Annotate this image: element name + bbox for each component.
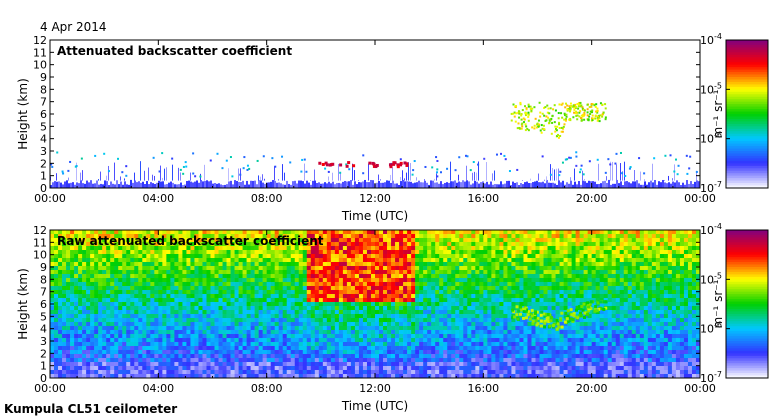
colorbar: 10-7 10-6 10-5 10-4 m⁻¹ sr⁻¹ — [700, 222, 769, 385]
x-tick-label: 16:00 — [467, 192, 499, 205]
colorbar-frame — [725, 229, 769, 379]
x-axis-label: Time (UTC) — [341, 399, 408, 413]
x-tick-label: 00:00 — [34, 192, 66, 205]
y-tick-label: 2 — [40, 347, 47, 360]
y-tick-label: 10 — [33, 249, 47, 262]
y-tick-label: 6 — [40, 298, 47, 311]
colorbar: 10-7 10-6 10-5 10-4 m⁻¹ sr⁻¹ — [700, 32, 769, 195]
y-tick-label: 1 — [40, 170, 47, 183]
x-tick-label: 20:00 — [576, 382, 608, 395]
x-tick-label: 00:00 — [684, 382, 716, 395]
x-tick-label: 00:00 — [684, 192, 716, 205]
colorbar-tick-label: 10-5 — [700, 81, 722, 96]
heatmap-cells — [50, 230, 701, 379]
colorbar-tick-label: 10-7 — [700, 370, 722, 385]
colorbar-unit-label: m⁻¹ sr⁻¹ — [711, 279, 725, 328]
y-tick-label: 9 — [40, 261, 47, 274]
x-axis-label: Time (UTC) — [341, 209, 408, 223]
y-tick-label: 7 — [40, 286, 47, 299]
instrument-label: Kumpula CL51 ceilometer — [4, 402, 178, 416]
x-tick-label: 04:00 — [142, 192, 174, 205]
colorbar-tick-label: 10-7 — [700, 180, 722, 195]
date-label: 4 Apr 2014 — [40, 20, 107, 34]
panel-title: Attenuated backscatter coefficient — [57, 44, 292, 58]
y-tick-label: 10 — [33, 59, 47, 72]
y-tick-label: 7 — [40, 96, 47, 109]
y-tick-label: 5 — [40, 120, 47, 133]
x-tick-label: 12:00 — [359, 382, 391, 395]
y-tick-label: 4 — [40, 323, 47, 336]
x-tick-label: 00:00 — [34, 382, 66, 395]
colorbar-tick-label: 10-4 — [700, 32, 722, 47]
y-tick-label: 8 — [40, 273, 47, 286]
x-tick-label: 08:00 — [251, 382, 283, 395]
y-tick-label: 12 — [33, 224, 47, 237]
colorbar-tick-label: 10-4 — [700, 222, 722, 237]
y-tick-label: 5 — [40, 310, 47, 323]
x-tick-label: 12:00 — [359, 192, 391, 205]
colorbar-tick-label: 10-5 — [700, 271, 722, 286]
y-tick-label: 6 — [40, 108, 47, 121]
y-tick-label: 4 — [40, 133, 47, 146]
y-tick-label: 11 — [33, 46, 47, 59]
y-tick-label: 1 — [40, 360, 47, 373]
y-tick-label: 12 — [33, 34, 47, 47]
colorbar-frame — [725, 39, 769, 189]
colorbar-unit-label: m⁻¹ sr⁻¹ — [711, 89, 725, 138]
y-tick-label: 0 — [40, 372, 47, 385]
x-tick-label: 16:00 — [467, 382, 499, 395]
panel-title: Raw attenuated backscatter coefficient — [57, 234, 324, 248]
x-tick-label: 20:00 — [576, 192, 608, 205]
x-tick-label: 04:00 — [142, 382, 174, 395]
y-tick-label: 3 — [40, 145, 47, 158]
y-axis-label: Height (km) — [16, 268, 30, 339]
y-tick-label: 2 — [40, 157, 47, 170]
colorbar-tick-label: 10-6 — [700, 321, 722, 336]
y-tick-label: 3 — [40, 335, 47, 348]
y-axis-label: Height (km) — [16, 78, 30, 149]
y-tick-label: 11 — [33, 236, 47, 249]
y-tick-label: 9 — [40, 71, 47, 84]
y-tick-label: 8 — [40, 83, 47, 96]
x-tick-label: 08:00 — [251, 192, 283, 205]
colorbar-tick-label: 10-6 — [700, 131, 722, 146]
y-tick-label: 0 — [40, 182, 47, 195]
